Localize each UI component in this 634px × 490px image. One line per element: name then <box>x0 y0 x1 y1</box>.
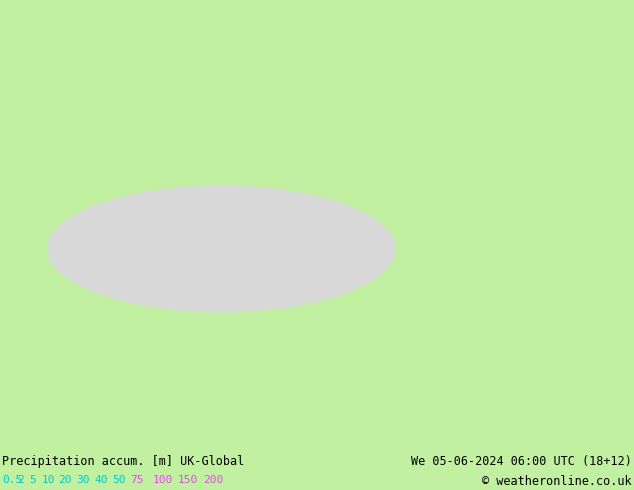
Text: 10: 10 <box>42 475 56 485</box>
Text: 50: 50 <box>112 475 126 485</box>
Text: 2: 2 <box>17 475 23 485</box>
Text: 75: 75 <box>130 475 143 485</box>
Text: 20: 20 <box>58 475 72 485</box>
Text: We 05-06-2024 06:00 UTC (18+12): We 05-06-2024 06:00 UTC (18+12) <box>411 455 632 468</box>
Text: 100: 100 <box>153 475 173 485</box>
Text: 150: 150 <box>178 475 198 485</box>
Text: © weatheronline.co.uk: © weatheronline.co.uk <box>482 475 632 488</box>
Text: 5: 5 <box>29 475 36 485</box>
Text: 40: 40 <box>94 475 108 485</box>
Text: 200: 200 <box>203 475 223 485</box>
Text: 30: 30 <box>76 475 89 485</box>
Ellipse shape <box>48 186 396 313</box>
Text: Precipitation accum. [m] UK-Global: Precipitation accum. [m] UK-Global <box>2 455 244 468</box>
Text: 0.5: 0.5 <box>2 475 22 485</box>
